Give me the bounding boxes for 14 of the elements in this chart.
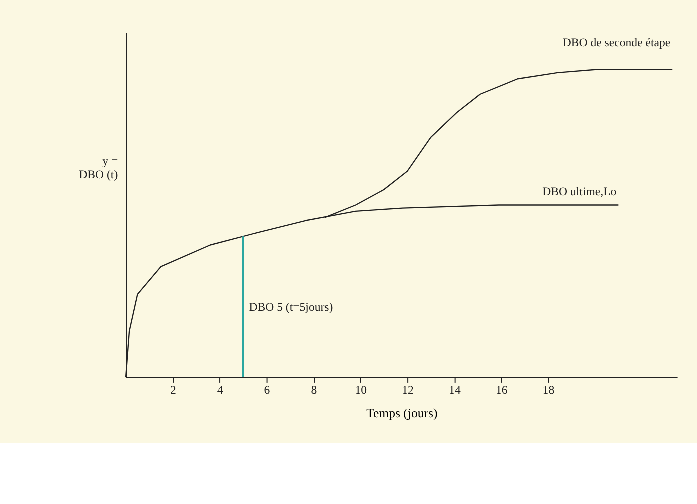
series-label: DBO de seconde étape bbox=[562, 35, 671, 50]
x-tick-label: 16 bbox=[496, 382, 508, 397]
ref-line-label: DBO 5 (t=5jours) bbox=[249, 300, 334, 314]
x-tick-label: 8 bbox=[311, 382, 318, 397]
x-tick-label: 14 bbox=[449, 382, 461, 397]
x-tick-label: 6 bbox=[264, 382, 270, 397]
x-tick-label: 2 bbox=[170, 382, 176, 397]
y-axis-title: y = DBO (t) bbox=[79, 154, 118, 182]
x-tick-label: 10 bbox=[355, 382, 368, 397]
x-axis-title: Temps (jours) bbox=[366, 406, 438, 420]
x-tick-label: 4 bbox=[217, 382, 224, 397]
x-tick-label: 12 bbox=[402, 382, 414, 397]
series-label: DBO ultime,Lo bbox=[542, 184, 617, 198]
x-tick-label: 18 bbox=[542, 382, 555, 397]
